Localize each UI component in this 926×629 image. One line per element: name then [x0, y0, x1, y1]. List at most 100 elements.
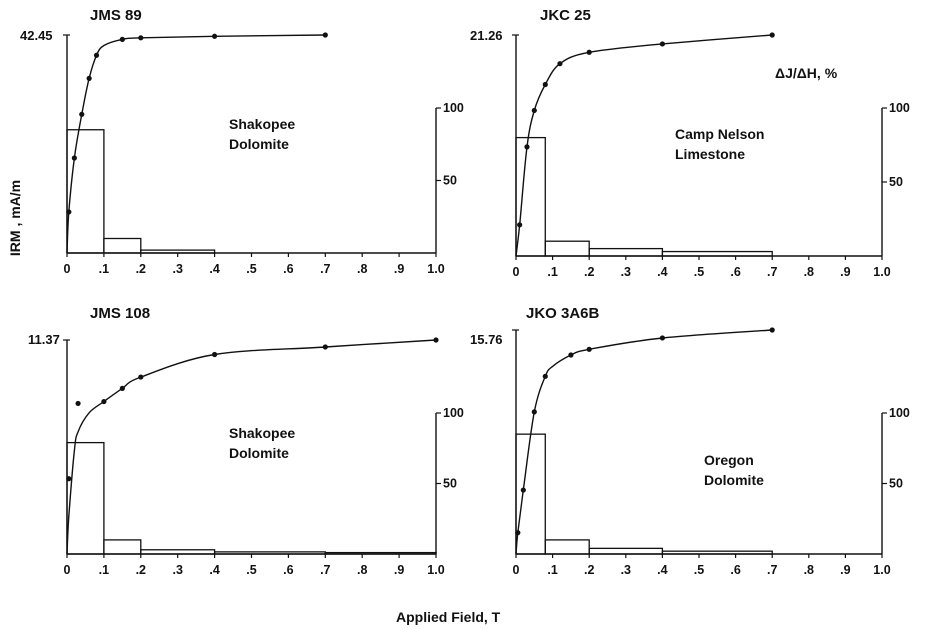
histogram-bar: [213, 551, 326, 555]
data-point: [659, 41, 666, 47]
data-point: [557, 61, 563, 67]
x-tick-label: .2: [136, 563, 146, 577]
right-tick-label: 100: [889, 101, 910, 115]
panel-title: JMS 108: [90, 305, 150, 322]
x-tick-label: .7: [320, 563, 330, 577]
x-tick-label: .3: [621, 265, 631, 279]
histogram-bar: [661, 250, 773, 257]
data-point: [79, 111, 85, 117]
data-point: [586, 346, 592, 352]
data-point: [66, 209, 72, 215]
x-tick-label: .4: [209, 262, 219, 276]
panel-label-line-2: Dolomite: [229, 136, 289, 152]
x-tick-label: .4: [657, 563, 667, 577]
panel-jkc-25: JKC 25 21.26 Camp Nelson Limestone 0 .1 .2…: [470, 7, 910, 279]
x-tick-label: .8: [357, 262, 367, 276]
panel-label-line-2: Dolomite: [229, 445, 289, 461]
x-tick-label: .2: [584, 563, 594, 577]
x-tick-label: .1: [99, 563, 109, 577]
x-tick-label: 0: [64, 262, 71, 276]
x-tick-label: .7: [767, 563, 777, 577]
panel-label-line-1: Oregon: [704, 452, 754, 468]
x-tick-label: 0: [513, 563, 520, 577]
data-point: [769, 32, 775, 38]
panel-title: JKC 25: [540, 7, 591, 24]
data-point: [66, 476, 72, 482]
histogram-bar: [103, 539, 142, 555]
x-tick-label: .5: [246, 262, 256, 276]
histogram-bar: [324, 551, 437, 555]
y-max-label: 42.45: [20, 28, 53, 43]
histogram-bar: [588, 247, 664, 257]
x-tick-label: 0: [64, 563, 71, 577]
data-point: [75, 400, 81, 407]
data-point: [119, 385, 125, 391]
data-point: [520, 487, 526, 493]
data-point: [101, 398, 107, 405]
x-tick-label: .1: [547, 563, 557, 577]
right-tick-label: 100: [443, 101, 464, 115]
data-point: [769, 327, 775, 333]
data-point: [86, 75, 92, 81]
histogram-bar: [140, 249, 216, 254]
histogram-bar: [661, 550, 773, 555]
data-point: [659, 335, 666, 341]
data-point: [531, 107, 537, 114]
x-tick-label: .2: [136, 262, 146, 276]
data-point: [71, 155, 77, 161]
irm-curve: [66, 339, 437, 555]
x-tick-label: .8: [804, 563, 814, 577]
histogram-bar: [588, 547, 664, 555]
histogram-bar: [103, 237, 142, 254]
data-point: [517, 222, 523, 228]
panel-title: JMS 89: [90, 7, 142, 24]
x-tick-label: .8: [357, 563, 367, 577]
chart-marks: [63, 337, 441, 558]
x-tick-label: .7: [767, 265, 777, 279]
x-tick-label: .2: [584, 265, 594, 279]
y-max-label: 15.76: [470, 332, 503, 347]
x-tick-label: .3: [621, 563, 631, 577]
right-tick-label: 50: [443, 477, 457, 491]
x-tick-label: 1.0: [873, 563, 890, 577]
x-tick-labels: 0 .1 .2 .3 .4 .5 .6 .7 .8 .9 1.0: [513, 265, 891, 279]
data-point: [433, 337, 439, 343]
x-tick-label: .6: [283, 563, 293, 577]
x-tick-label: .6: [730, 265, 740, 279]
data-point: [322, 344, 328, 350]
histogram-bar: [66, 129, 105, 254]
x-tick-label: .9: [394, 563, 404, 577]
x-tick-label: .3: [172, 262, 182, 276]
histogram-bar: [515, 433, 546, 555]
histogram-bar: [140, 549, 216, 555]
x-tick-label: .9: [394, 262, 404, 276]
x-tick-label: .9: [840, 265, 850, 279]
chart-marks: [512, 32, 887, 260]
data-point: [212, 351, 218, 358]
x-tick-label: 0: [513, 265, 520, 279]
panel-label-line-2: Dolomite: [704, 472, 764, 488]
x-tick-label: 1.0: [427, 262, 444, 276]
x-tick-label: .9: [840, 563, 850, 577]
right-tick-label: 50: [889, 477, 903, 491]
x-tick-label: .1: [547, 265, 557, 279]
y-max-label: 11.37: [28, 332, 60, 347]
histogram-bar: [66, 441, 105, 555]
data-point: [212, 33, 218, 39]
x-tick-label: .6: [730, 563, 740, 577]
x-tick-label: .8: [804, 265, 814, 279]
x-tick-label: .5: [694, 265, 704, 279]
chart-marks: [63, 32, 441, 257]
x-tick-label: .4: [657, 265, 667, 279]
data-point: [515, 530, 521, 536]
data-point: [138, 374, 144, 380]
data-point: [542, 373, 548, 379]
data-point: [586, 49, 592, 55]
histogram-bar: [515, 136, 546, 257]
data-point: [568, 352, 574, 358]
histogram-bar: [544, 240, 590, 257]
panel-jms-108: JMS 108 11.37 Shakopee Dolomite 0 .1 .2 .3.…: [28, 305, 464, 577]
right-tick-labels: 50 100: [889, 101, 910, 189]
right-tick-label: 50: [889, 175, 903, 189]
right-tick-labels: 50 100: [443, 406, 464, 491]
